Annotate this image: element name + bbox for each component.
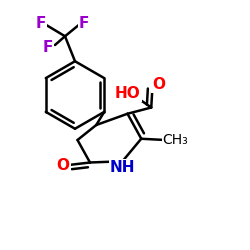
Text: HO: HO [115,86,141,101]
Text: O: O [57,158,70,172]
Text: CH₃: CH₃ [162,133,188,147]
Text: O: O [152,77,165,92]
Text: F: F [36,16,46,31]
Text: F: F [78,16,89,31]
Text: NH: NH [110,160,135,175]
Text: F: F [43,40,53,54]
